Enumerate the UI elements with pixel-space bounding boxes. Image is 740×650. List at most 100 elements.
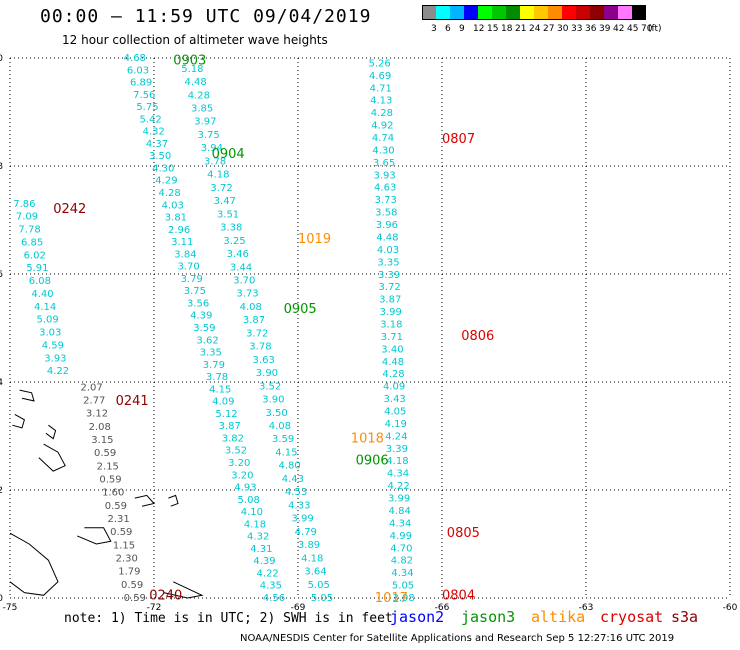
wave-height-label: 4.68 <box>124 53 146 64</box>
scale-swatch <box>576 5 590 20</box>
scale-tick-label: 36 <box>585 24 597 34</box>
pass-time-label: 0807 <box>442 132 475 147</box>
wave-height-label: 4.32 <box>143 127 165 138</box>
wave-height-label: 4.69 <box>369 71 391 82</box>
wave-height-label: 5.05 <box>308 580 330 591</box>
wave-height-label: 4.18 <box>207 170 229 181</box>
wave-height-label: 4.22 <box>47 366 69 377</box>
coast-outline <box>12 413 25 429</box>
lon-tick-label: -63 <box>579 603 594 613</box>
pass-time-label: 1019 <box>298 232 331 247</box>
wave-height-label: 3.93 <box>44 353 66 364</box>
coast-outline <box>77 527 112 545</box>
wave-height-label: 2.07 <box>80 382 102 393</box>
lon-tick-label: -72 <box>147 603 162 613</box>
wave-height-label: 3.94 <box>201 143 223 154</box>
pass-time-label: 0804 <box>442 588 475 603</box>
scale-swatch <box>436 5 450 20</box>
coast-outline <box>134 494 155 507</box>
wave-height-label: 4.30 <box>152 163 174 174</box>
wave-height-label: 4.28 <box>382 369 404 380</box>
wave-height-label: 3.40 <box>381 344 403 355</box>
wave-height-label: 3.72 <box>210 183 232 194</box>
scale-swatch <box>548 5 562 20</box>
scale-swatch <box>478 5 492 20</box>
wave-height-label: 4.15 <box>275 447 297 458</box>
wave-height-label: 4.33 <box>288 500 310 511</box>
pass-time-label: 0906 <box>356 453 389 468</box>
footer-credit: NOAA/NESDIS Center for Satellite Applica… <box>240 633 675 644</box>
satellite-tracks: 4.686.036.897.565.755.424.324.373.504.30… <box>13 53 414 604</box>
wave-height-label: 3.72 <box>246 328 268 339</box>
wave-height-label: 6.02 <box>24 250 46 261</box>
wave-height-label: 3.56 <box>187 298 209 309</box>
scale-unit: (ft) <box>648 24 662 34</box>
wave-height-label: 3.51 <box>217 209 239 220</box>
wave-height-label: 4.39 <box>190 311 212 322</box>
wave-height-label: 7.78 <box>18 225 40 236</box>
wave-height-label: 4.93 <box>234 483 256 494</box>
lat-lon-grid <box>9 57 731 599</box>
wave-height-label: 3.52 <box>259 381 281 392</box>
wave-height-label: 4.29 <box>155 176 177 187</box>
scale-tick-label: 12 <box>473 24 485 34</box>
scale-swatch <box>618 5 632 20</box>
wave-height-label: 4.48 <box>376 232 398 243</box>
wave-height-label: 5.05 <box>311 593 333 604</box>
wave-height-label: 3.11 <box>171 237 193 248</box>
wave-height-label: 4.48 <box>185 77 207 88</box>
wave-height-label: 4.14 <box>34 302 56 313</box>
track-cryosat-0242: 7.86 7.09 7.786.85 6.02 5.91 6.08 4.40 4.14 5.09… <box>13 199 69 377</box>
wave-height-label: 3.38 <box>220 223 242 234</box>
scale-frame <box>422 5 646 20</box>
wave-height-label: 4.56 <box>263 593 285 604</box>
wave-height-label: 3.20 <box>231 470 253 481</box>
coast-outline <box>45 424 57 440</box>
wave-height-label: 4.34 <box>391 568 413 579</box>
satellite-legend-altika: altika <box>531 608 586 626</box>
wave-height-label: 0.59 <box>94 448 116 459</box>
scale-tick-label: 18 <box>501 24 513 34</box>
scale-tick-label: 30 <box>557 24 569 34</box>
scale-tick-label: 3 <box>431 24 437 34</box>
wave-height-label: 0.59 <box>110 527 132 538</box>
coastline <box>9 389 204 599</box>
wave-height-label: 3.35 <box>200 348 222 359</box>
wave-height-label: 3.73 <box>236 289 258 300</box>
wave-height-label: 3.35 <box>377 257 399 268</box>
wave-height-label: 4.32 <box>247 532 269 543</box>
wave-height-label: 3.39 <box>378 270 400 281</box>
wave-height-label: 3.59 <box>193 323 215 334</box>
satellite-legend-cryosat: cryosat <box>600 608 664 626</box>
wave-height-label: 2.30 <box>116 554 138 565</box>
satellite-legend-s3a: s3a <box>671 608 699 626</box>
wave-height-label: 4.35 <box>260 581 282 592</box>
wave-height-label: 4.28 <box>188 90 210 101</box>
scale-tick-label: 70 <box>641 24 653 34</box>
scale-tick-label: 21 <box>515 24 527 34</box>
wave-height-label: 4.03 <box>162 200 184 211</box>
scale-tick-label: 27 <box>543 24 555 34</box>
wave-height-label: 5.09 <box>37 315 59 326</box>
wave-height-label: 0.59 <box>124 593 146 604</box>
scale-swatch <box>590 5 604 20</box>
wave-height-label: 4.39 <box>253 556 275 567</box>
wave-height-label: 4.28 <box>371 108 393 119</box>
scale-tick-label: 24 <box>529 24 541 34</box>
wave-height-label: 3.71 <box>381 332 403 343</box>
wave-height-label: 3.99 <box>380 307 402 318</box>
wave-height-label: 3.93 <box>373 170 395 181</box>
wave-height-label: 3.84 <box>174 249 196 260</box>
wave-height-label: 3.96 <box>376 220 398 231</box>
wave-height-label: 4.70 <box>390 543 412 554</box>
axis-labels: -75 -72 -69 -66 -63 -60 20 22 24 26 28 30 <box>0 54 738 613</box>
wave-height-label: 4.18 <box>244 519 266 530</box>
scale-tick-label: 39 <box>599 24 611 34</box>
pass-time-label: 1017 <box>375 591 408 606</box>
wave-height-label: 1.79 <box>118 567 140 578</box>
wave-height-label: 3.87 <box>379 295 401 306</box>
wave-height-label: 3.64 <box>304 567 326 578</box>
wave-height-label: 5.75 <box>136 102 158 113</box>
wave-height-label: 3.75 <box>197 130 219 141</box>
pass-time-tags: 0903 0904 0242 1019 0807 0905 0806 0241 1018 0906… <box>53 54 494 606</box>
